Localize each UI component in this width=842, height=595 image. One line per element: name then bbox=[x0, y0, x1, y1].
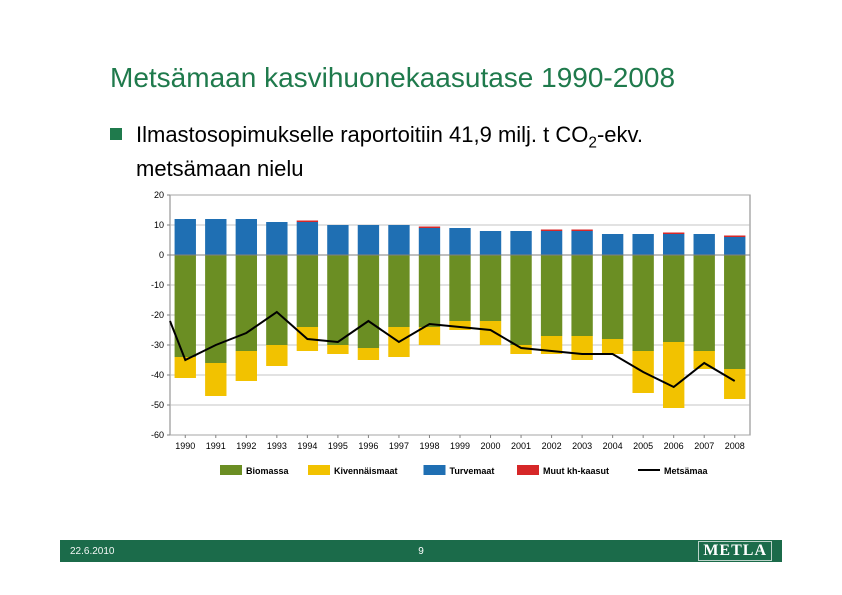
ghg-balance-chart: -60 -50 -40 -30 -20 -10 0 10 20 1990 1991 1992 1993 1… bbox=[120, 185, 760, 525]
svg-text:1995: 1995 bbox=[328, 441, 348, 451]
svg-text:-60: -60 bbox=[151, 430, 164, 440]
svg-text:1997: 1997 bbox=[389, 441, 409, 451]
svg-text:-30: -30 bbox=[151, 340, 164, 350]
svg-text:1991: 1991 bbox=[206, 441, 226, 451]
svg-text:20: 20 bbox=[154, 190, 164, 200]
svg-text:1998: 1998 bbox=[419, 441, 439, 451]
svg-text:Biomassa: Biomassa bbox=[246, 466, 290, 476]
bullet-row: Ilmastosopimukselle raportoitiin 41,9 mi… bbox=[110, 120, 752, 184]
bullet-text: Ilmastosopimukselle raportoitiin 41,9 mi… bbox=[136, 120, 752, 184]
svg-text:Muut kh-kaasut: Muut kh-kaasut bbox=[543, 466, 609, 476]
svg-text:Turvemaat: Turvemaat bbox=[450, 466, 495, 476]
svg-text:-50: -50 bbox=[151, 400, 164, 410]
svg-text:1990: 1990 bbox=[175, 441, 195, 451]
svg-text:2000: 2000 bbox=[481, 441, 501, 451]
svg-text:10: 10 bbox=[154, 220, 164, 230]
chart-svg: -60 -50 -40 -30 -20 -10 0 10 20 1990 1991 1992 1993 1… bbox=[120, 185, 760, 525]
svg-text:1996: 1996 bbox=[358, 441, 378, 451]
slide-title: Metsämaan kasvihuonekaasutase 1990-2008 bbox=[110, 62, 675, 94]
svg-text:2006: 2006 bbox=[664, 441, 684, 451]
footer-date: 22.6.2010 bbox=[70, 546, 115, 557]
svg-text:2007: 2007 bbox=[694, 441, 714, 451]
footer-brand: METLA bbox=[698, 541, 772, 561]
footer-bar: 22.6.2010 9 METLA bbox=[60, 540, 782, 562]
footer-page-number: 9 bbox=[418, 546, 424, 557]
svg-text:Metsämaa: Metsämaa bbox=[664, 466, 709, 476]
svg-text:2001: 2001 bbox=[511, 441, 531, 451]
svg-text:1993: 1993 bbox=[267, 441, 287, 451]
svg-text:0: 0 bbox=[159, 250, 164, 260]
svg-text:2004: 2004 bbox=[603, 441, 623, 451]
svg-text:2002: 2002 bbox=[542, 441, 562, 451]
svg-text:2005: 2005 bbox=[633, 441, 653, 451]
svg-text:Kivennäismaat: Kivennäismaat bbox=[334, 466, 398, 476]
svg-text:2008: 2008 bbox=[725, 441, 745, 451]
svg-text:-40: -40 bbox=[151, 370, 164, 380]
svg-text:1999: 1999 bbox=[450, 441, 470, 451]
bullet-icon bbox=[110, 128, 122, 140]
svg-text:-20: -20 bbox=[151, 310, 164, 320]
svg-text:1992: 1992 bbox=[236, 441, 256, 451]
svg-text:2003: 2003 bbox=[572, 441, 592, 451]
svg-text:1994: 1994 bbox=[297, 441, 317, 451]
svg-text:-10: -10 bbox=[151, 280, 164, 290]
